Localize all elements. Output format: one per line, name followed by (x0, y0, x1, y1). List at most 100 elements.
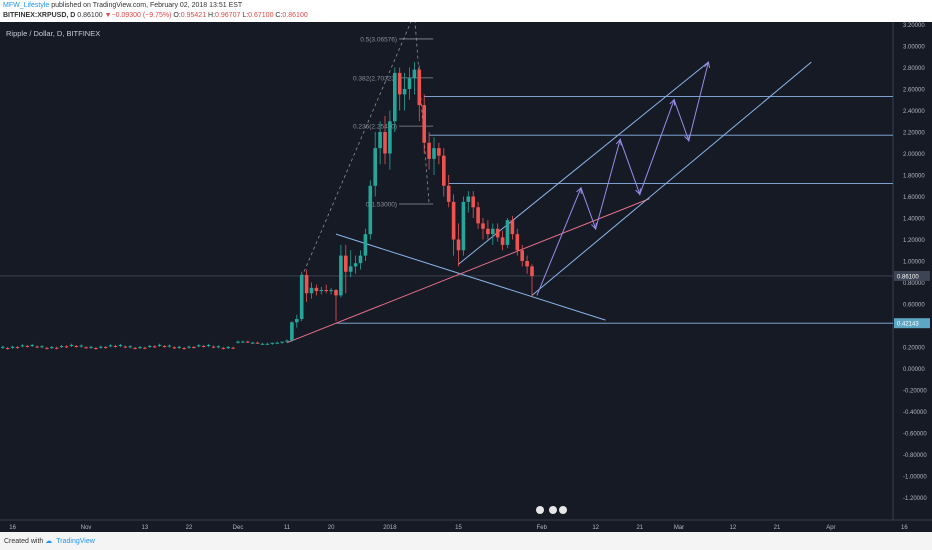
candle-body (270, 342, 275, 344)
candle-body (108, 345, 113, 347)
candle-body (422, 105, 426, 143)
fib-level-label: 0(1.53000) (366, 202, 397, 209)
x-tick-label: Mar (674, 525, 684, 531)
y-tick-label: -1.00000 (903, 475, 927, 481)
candle-body (35, 346, 39, 348)
event-marker-icon[interactable] (549, 506, 557, 514)
projection-arrowhead (669, 98, 676, 106)
chart-legend-title: Ripple / Dollar, D, BITFINEX (6, 29, 100, 38)
candle-body (309, 287, 314, 294)
candle-body (84, 347, 88, 349)
candle-body (231, 347, 235, 349)
candle-body (285, 340, 289, 342)
y-tick-label: -0.80000 (903, 453, 927, 459)
y-tick-label: 3.20000 (903, 23, 925, 29)
y-tick-label: 2.00000 (903, 152, 925, 158)
candle-body (451, 201, 456, 240)
candle-body (148, 345, 152, 348)
candle-body (495, 228, 500, 238)
last-price: 0.86100 (77, 12, 103, 19)
fib-level-label: 0.382(2.70323) (353, 75, 397, 82)
chart-area[interactable]: Ripple / Dollar, D, BITFINEX 4.200004.00… (0, 0, 932, 532)
candle-body (202, 345, 206, 347)
y-tick-label: 0.80000 (903, 281, 925, 287)
price-change: −0.09300 (−9.75%) (111, 12, 172, 19)
candle-body (388, 121, 392, 154)
price-label-box (894, 270, 930, 281)
candle-body (295, 319, 299, 323)
projection-arrowhead (684, 134, 690, 142)
channel-lower-line (531, 61, 812, 296)
candle-body (525, 261, 529, 267)
drawings (0, 61, 893, 344)
candle-body (6, 348, 10, 350)
publisher-link[interactable]: MFW_Lifestyle (3, 2, 50, 9)
event-marker-icon[interactable] (559, 506, 567, 514)
down-arrow-icon: ▼ (104, 12, 112, 19)
candle-body (172, 347, 176, 349)
candle-body (324, 290, 328, 292)
candle-body (128, 346, 132, 348)
candle-body (280, 341, 284, 343)
candle-body (265, 343, 270, 345)
price-chart[interactable]: Ripple / Dollar, D, BITFINEX 4.200004.00… (0, 0, 932, 532)
candle-body (383, 132, 387, 154)
candle-body (427, 142, 431, 159)
candle-body (94, 348, 98, 350)
event-markers[interactable] (536, 506, 567, 514)
candle-body (481, 223, 485, 229)
candle-body (206, 344, 211, 347)
candle-body (437, 148, 441, 156)
candle-body (192, 347, 196, 349)
candle-body (476, 207, 480, 224)
candle-body (123, 346, 127, 348)
candle-body (50, 346, 54, 349)
candle-body (417, 69, 422, 106)
x-tick-label: Dec (233, 525, 244, 531)
candle-body (402, 89, 407, 95)
candle-body (226, 346, 230, 349)
candle-body (319, 290, 324, 292)
y-tick-label: 3.00000 (903, 45, 925, 51)
tradingview-brand[interactable]: TradingView (56, 538, 95, 545)
candle-body (138, 346, 142, 349)
x-tick-label: 13 (142, 525, 149, 531)
candle-body (118, 344, 123, 347)
x-tick-label: 15 (455, 525, 462, 531)
candle-body (515, 234, 520, 251)
y-tick-label: 2.60000 (903, 88, 925, 94)
candle-body (241, 341, 245, 343)
candle-body (25, 345, 29, 347)
y-tick-label: 2.20000 (903, 131, 925, 137)
candle-body (250, 342, 255, 344)
candle-body (510, 220, 515, 235)
candle-body (530, 266, 534, 277)
candle-body (329, 290, 333, 292)
event-marker-icon[interactable] (536, 506, 544, 514)
candle-body (153, 346, 157, 348)
y-tick-label: -0.60000 (903, 432, 927, 438)
x-tick-label: Nov (81, 525, 92, 531)
candle-body (260, 343, 265, 345)
candle-body (275, 342, 279, 344)
candle-body (15, 347, 20, 349)
candle-body (520, 250, 524, 261)
candle-body (368, 185, 373, 235)
candle-body (363, 234, 368, 256)
y-tick-label: -0.40000 (903, 410, 927, 416)
projection-arrowhead (591, 222, 597, 230)
candle-body (393, 72, 397, 122)
fibonacci-retracement: 0.786(3.94425)0.618(3.42822)0.5(3.06576)… (301, 0, 434, 278)
descending-trend-line (335, 233, 606, 321)
candle-body (113, 345, 118, 347)
candle-body (157, 344, 162, 346)
candle-body (162, 346, 167, 348)
open-value: 0.95421 (180, 12, 207, 19)
candle-body (299, 274, 304, 320)
candle-body (486, 228, 490, 235)
candle-body (353, 263, 358, 267)
candle-body (59, 345, 64, 348)
y-tick-label: -1.20000 (903, 496, 927, 502)
created-with-text: Created with (4, 538, 44, 545)
candle-body (500, 237, 505, 245)
